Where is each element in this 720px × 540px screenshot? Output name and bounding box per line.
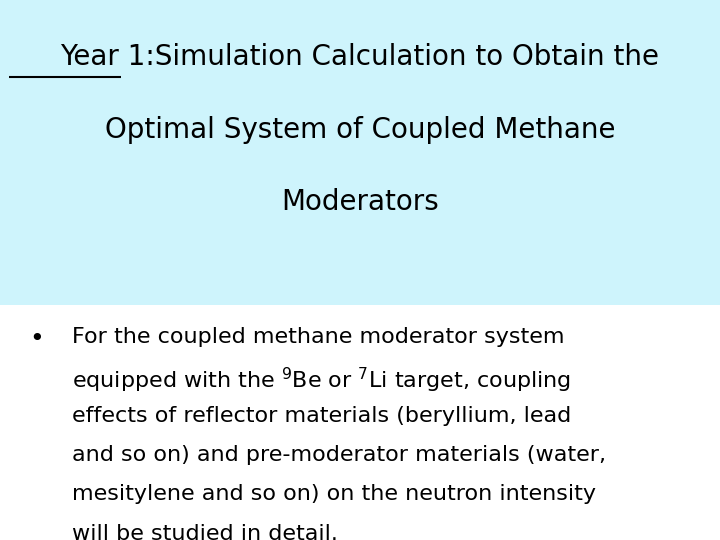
Text: For the coupled methane moderator system: For the coupled methane moderator system: [72, 327, 564, 347]
FancyBboxPatch shape: [0, 0, 720, 305]
Text: Year 1:Simulation Calculation to Obtain the: Year 1:Simulation Calculation to Obtain …: [60, 43, 660, 71]
Text: Optimal System of Coupled Methane: Optimal System of Coupled Methane: [104, 116, 616, 144]
Text: will be studied in detail.: will be studied in detail.: [72, 524, 338, 540]
Text: •: •: [29, 327, 43, 350]
Text: Moderators: Moderators: [281, 188, 439, 217]
Text: equipped with the $^{9}$Be or $^{7}$Li target, coupling: equipped with the $^{9}$Be or $^{7}$Li t…: [72, 366, 571, 395]
Text: mesitylene and so on) on the neutron intensity: mesitylene and so on) on the neutron int…: [72, 484, 596, 504]
Text: and so on) and pre-moderator materials (water,: and so on) and pre-moderator materials (…: [72, 445, 606, 465]
Text: effects of reflector materials (beryllium, lead: effects of reflector materials (berylliu…: [72, 406, 571, 426]
